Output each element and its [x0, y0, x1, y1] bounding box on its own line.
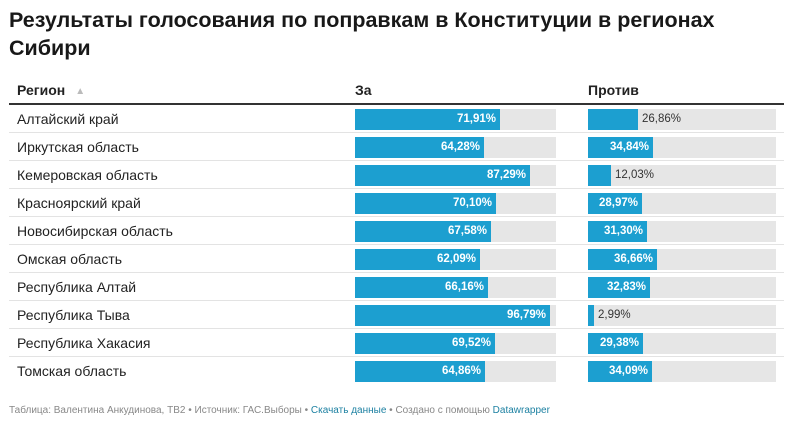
za-value-label: 67,58%: [447, 225, 487, 237]
table-row: Иркутская область 64,28% 34,84%: [9, 133, 784, 161]
region-name: Иркутская область: [17, 139, 139, 155]
protiv-bar-track: 12,03%: [588, 165, 776, 186]
protiv-bar-track: 32,83%: [588, 277, 776, 298]
za-bar-track: 69,52%: [355, 333, 556, 354]
region-name: Алтайский край: [17, 111, 119, 127]
region-name: Томская область: [17, 363, 127, 379]
region-name: Кемеровская область: [17, 167, 158, 183]
protiv-bar: [588, 333, 643, 354]
protiv-bar-track: 2,99%: [588, 305, 776, 326]
table-row: Алтайский край 71,91% 26,86%: [9, 105, 784, 133]
za-bar-track: 71,91%: [355, 109, 556, 130]
protiv-bar-track: 29,38%: [588, 333, 776, 354]
sort-ascending-icon[interactable]: ▲: [75, 86, 86, 97]
region-name: Республика Тыва: [17, 307, 130, 323]
footer-credits: Таблица: Валентина Анкудинова, ТВ2 • Ист…: [9, 405, 311, 416]
protiv-value-label: 34,09%: [608, 365, 648, 377]
protiv-bar: [588, 249, 657, 270]
protiv-bar-track: 34,09%: [588, 361, 776, 382]
table-row: Республика Алтай 66,16% 32,83%: [9, 273, 784, 301]
za-value-label: 70,10%: [452, 197, 492, 209]
protiv-bar: [588, 137, 653, 158]
za-value-label: 87,29%: [486, 169, 526, 181]
za-bar: [355, 249, 480, 270]
region-name: Омская область: [17, 251, 123, 267]
table-row: Республика Тыва 96,79% 2,99%: [9, 301, 784, 329]
protiv-bar: [588, 193, 642, 214]
protiv-value-label: 29,38%: [599, 337, 639, 349]
protiv-bar-track: 34,84%: [588, 137, 776, 158]
protiv-bar: [588, 361, 652, 382]
protiv-value-label: 28,97%: [598, 197, 638, 209]
table-row: Томская область 64,86% 34,09%: [9, 357, 784, 385]
za-bar: [355, 305, 550, 326]
za-bar: [355, 109, 500, 130]
za-value-label: 64,28%: [440, 141, 480, 153]
chart-title: Результаты голосования по поправкам в Ко…: [9, 8, 715, 60]
protiv-bar: [588, 221, 647, 242]
table-row: Республика Хакасия 69,52% 29,38%: [9, 329, 784, 357]
column-header-region-label: Регион: [17, 82, 66, 98]
za-bar-track: 87,29%: [355, 165, 556, 186]
region-name: Красноярский край: [17, 195, 141, 211]
za-value-label: 96,79%: [506, 309, 546, 321]
za-value-label: 64,86%: [441, 365, 481, 377]
protiv-value-label: 36,66%: [613, 253, 653, 265]
table-row: Красноярский край 70,10% 28,97%: [9, 189, 784, 217]
za-bar: [355, 221, 491, 242]
za-bar: [355, 277, 488, 298]
protiv-bar: [588, 109, 638, 130]
table-header: Регион ▲ За Против: [9, 76, 784, 105]
protiv-value-label: 26,86%: [642, 113, 682, 125]
table-body: Алтайский край 71,91% 26,86% Иркутская обла…: [9, 105, 784, 385]
za-value-label: 62,09%: [436, 253, 476, 265]
column-header-za[interactable]: За: [355, 82, 372, 98]
download-data-link[interactable]: Скачать данные: [310, 405, 387, 416]
protiv-value-label: 32,83%: [606, 281, 646, 293]
region-name: Республика Хакасия: [17, 335, 151, 351]
za-bar: [355, 165, 530, 186]
za-bar-track: 96,79%: [355, 305, 556, 326]
za-bar: [355, 361, 485, 382]
results-table: Регион ▲ За Против Алтайский край 71,91% 26…: [9, 76, 784, 385]
region-name: Новосибирская область: [17, 223, 173, 239]
protiv-bar-track: 31,30%: [588, 221, 776, 242]
protiv-value-label: 2,99%: [598, 309, 631, 321]
protiv-value-label: 12,03%: [615, 169, 655, 181]
protiv-bar: [588, 305, 594, 326]
column-header-region[interactable]: Регион ▲: [17, 82, 85, 98]
za-bar-track: 64,86%: [355, 361, 556, 382]
za-value-label: 71,91%: [456, 113, 496, 125]
za-bar-track: 64,28%: [355, 137, 556, 158]
za-bar-track: 70,10%: [355, 193, 556, 214]
column-header-protiv[interactable]: Против: [588, 82, 639, 98]
za-bar-track: 66,16%: [355, 277, 556, 298]
datawrapper-link[interactable]: Datawrapper: [492, 405, 550, 416]
table-row: Новосибирская область 67,58% 31,30%: [9, 217, 784, 245]
za-value-label: 66,16%: [444, 281, 484, 293]
protiv-value-label: 34,84%: [609, 141, 649, 153]
protiv-value-label: 31,30%: [603, 225, 643, 237]
za-bar-track: 67,58%: [355, 221, 556, 242]
protiv-bar-track: 28,97%: [588, 193, 776, 214]
za-bar: [355, 333, 495, 354]
footer-created-with: • Создано с помощью: [386, 405, 493, 416]
table-row: Кемеровская область 87,29% 12,03%: [9, 161, 784, 189]
za-bar: [355, 137, 484, 158]
protiv-bar: [588, 165, 611, 186]
za-bar: [355, 193, 496, 214]
protiv-bar-track: 26,86%: [588, 109, 776, 130]
za-value-label: 69,52%: [451, 337, 491, 349]
region-name: Республика Алтай: [17, 279, 137, 295]
za-bar-track: 62,09%: [355, 249, 556, 270]
protiv-bar: [588, 277, 650, 298]
protiv-bar-track: 36,66%: [588, 249, 776, 270]
footer: Таблица: Валентина Анкудинова, ТВ2 • Ист…: [9, 405, 550, 416]
table-row: Омская область 62,09% 36,66%: [9, 245, 784, 273]
